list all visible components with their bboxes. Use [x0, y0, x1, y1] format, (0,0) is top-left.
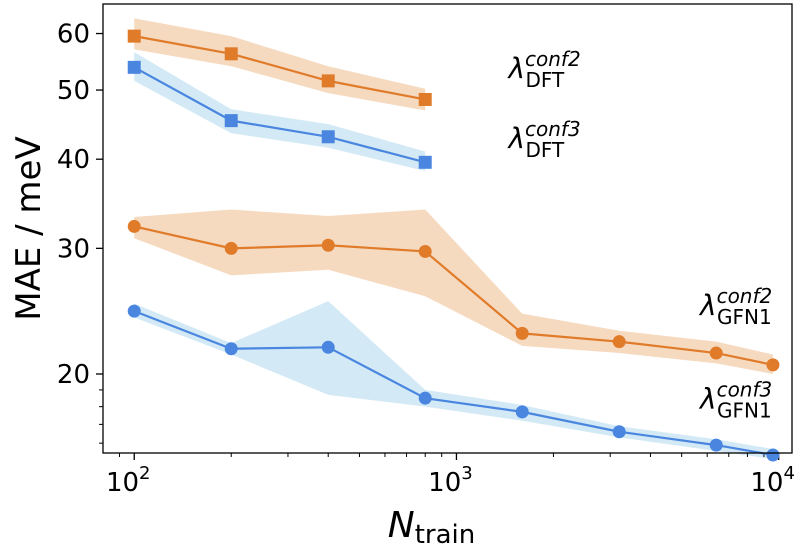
series-line	[133, 310, 774, 457]
circle-marker	[224, 342, 238, 356]
square-marker	[127, 29, 141, 43]
square-marker	[127, 60, 141, 74]
circle-marker	[612, 425, 626, 439]
error-bands	[134, 18, 773, 460]
circle-marker	[418, 244, 432, 258]
square-marker	[224, 47, 238, 61]
series-label-sub: GFN1	[717, 398, 772, 422]
circle-marker	[709, 438, 723, 452]
circle-marker	[709, 346, 723, 360]
square-marker	[418, 155, 432, 169]
series-line	[133, 66, 426, 164]
square-marker	[321, 74, 335, 88]
circle-marker	[515, 326, 529, 340]
plot-frame	[102, 3, 793, 454]
x-tick-label: 103	[428, 463, 473, 498]
circle-marker	[766, 358, 780, 372]
y-axis-label: MAE / meV	[9, 136, 49, 320]
error-band	[134, 18, 426, 111]
axis-ticks	[96, 32, 780, 460]
y-tick-label: 30	[57, 234, 90, 264]
series-label: λconf3	[698, 377, 772, 415]
circle-marker	[515, 405, 529, 419]
square-marker	[224, 114, 238, 128]
x-tick-label: 104	[750, 463, 795, 498]
series-line	[134, 35, 426, 101]
tick-labels: 102 103 104 20 30 40 50 60	[57, 20, 795, 498]
series-label: λconf3	[506, 117, 580, 155]
series-label-sub: DFT	[525, 138, 565, 162]
x-axis-label: Ntrain	[388, 505, 475, 547]
circle-marker	[321, 340, 335, 354]
y-tick-label: 60	[57, 20, 90, 50]
y-tick-label: 40	[57, 145, 90, 175]
circle-marker	[612, 335, 626, 349]
circle-marker	[127, 304, 141, 318]
circle-marker	[418, 391, 432, 405]
series-label-sub: DFT	[525, 68, 565, 92]
series-label-sub: GFN1	[717, 305, 772, 329]
error-band	[134, 209, 773, 375]
series-lines	[133, 35, 774, 457]
error-band	[134, 301, 773, 460]
y-tick-label: 20	[57, 360, 90, 390]
series-line	[133, 225, 774, 366]
error-band	[134, 52, 426, 172]
series-label: λconf2	[506, 47, 580, 85]
circle-marker	[766, 448, 780, 462]
x-tick-label: 102	[106, 463, 151, 498]
series-label: λconf2	[698, 284, 772, 322]
circle-marker	[127, 219, 141, 233]
square-marker	[418, 92, 432, 106]
series-markers	[127, 29, 780, 462]
circle-marker	[321, 238, 335, 252]
square-marker	[321, 130, 335, 144]
y-tick-label: 50	[57, 76, 90, 106]
circle-marker	[224, 241, 238, 255]
